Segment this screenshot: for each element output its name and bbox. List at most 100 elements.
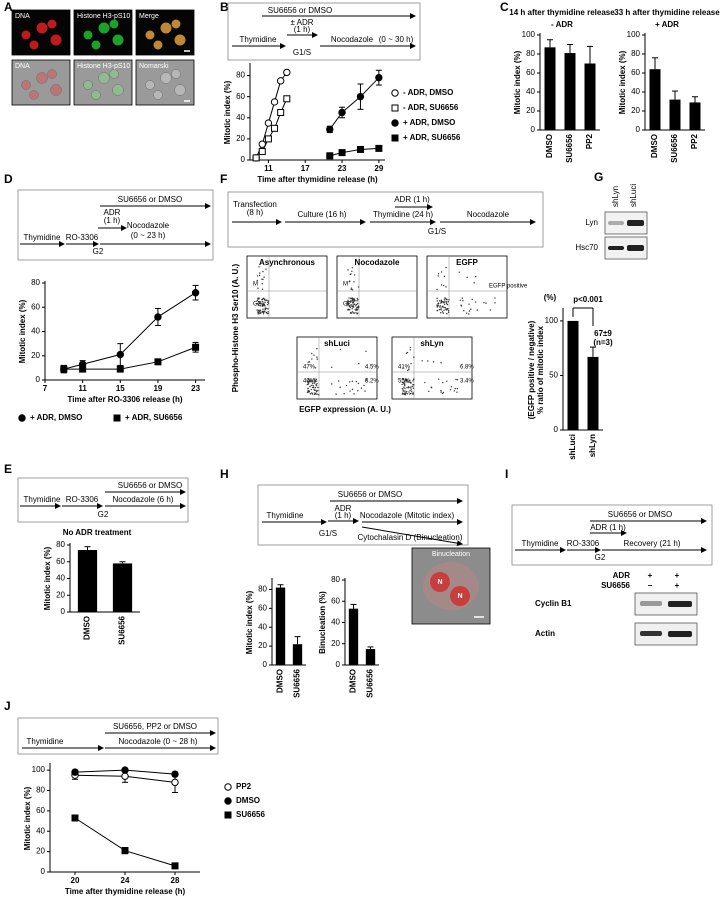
event bbox=[411, 385, 414, 388]
event bbox=[357, 307, 360, 309]
event bbox=[437, 305, 439, 307]
event bbox=[436, 288, 438, 291]
y-tick-label: 20 bbox=[631, 106, 640, 115]
bar bbox=[584, 63, 596, 130]
y-tick-label: 20 bbox=[56, 590, 65, 599]
event bbox=[409, 389, 411, 392]
gate-label: G2 bbox=[253, 302, 262, 308]
image-label: Merge bbox=[139, 13, 159, 20]
event bbox=[353, 281, 355, 283]
event bbox=[404, 392, 406, 395]
legend-label: PP2 bbox=[236, 782, 252, 791]
event bbox=[406, 386, 408, 389]
event bbox=[261, 278, 263, 280]
event bbox=[260, 312, 262, 314]
event bbox=[349, 305, 351, 308]
event bbox=[436, 309, 439, 312]
event bbox=[442, 312, 445, 314]
event bbox=[446, 313, 448, 315]
series-line bbox=[329, 147, 379, 157]
bar bbox=[689, 102, 701, 130]
event bbox=[456, 379, 459, 381]
chart-title: 14 h after thymidine release bbox=[509, 8, 615, 17]
event bbox=[311, 381, 314, 383]
event bbox=[364, 390, 366, 392]
marker bbox=[121, 766, 129, 774]
event bbox=[401, 383, 403, 386]
x-tick-label: DMSO bbox=[650, 134, 659, 158]
event bbox=[402, 382, 405, 384]
legend-label: + ADR, SU6656 bbox=[403, 133, 461, 142]
event bbox=[267, 300, 270, 302]
x-tick-label: SU6656 bbox=[670, 133, 679, 162]
event bbox=[315, 383, 317, 386]
event bbox=[410, 386, 412, 388]
marker bbox=[121, 847, 129, 855]
table-cell: + bbox=[648, 571, 653, 580]
cell bbox=[112, 34, 124, 46]
y-tick-label: 40 bbox=[56, 574, 65, 583]
series-line bbox=[63, 292, 196, 370]
scheme-frame bbox=[17, 717, 219, 755]
gate-label: 41% bbox=[398, 365, 411, 371]
event bbox=[446, 380, 448, 382]
event bbox=[353, 393, 355, 395]
event bbox=[424, 381, 426, 384]
event bbox=[347, 308, 350, 311]
bar bbox=[649, 69, 661, 130]
event bbox=[440, 301, 443, 303]
event bbox=[413, 384, 415, 386]
event bbox=[440, 389, 442, 392]
event bbox=[264, 305, 266, 307]
event bbox=[402, 367, 404, 369]
event bbox=[412, 392, 415, 394]
event bbox=[259, 303, 261, 305]
event bbox=[311, 382, 314, 385]
event bbox=[356, 300, 358, 302]
event bbox=[489, 309, 492, 311]
marker bbox=[326, 125, 334, 134]
event bbox=[353, 311, 355, 314]
x-tick-label: 11 bbox=[78, 384, 87, 393]
arrow bbox=[361, 526, 463, 547]
event bbox=[261, 299, 263, 301]
cell bbox=[91, 90, 101, 100]
event bbox=[401, 393, 404, 395]
legend-marker bbox=[113, 414, 121, 422]
event bbox=[307, 387, 309, 390]
event bbox=[307, 378, 310, 380]
y-tick-label: 40 bbox=[236, 113, 245, 122]
y-tick-label: 20 bbox=[236, 134, 245, 143]
event bbox=[356, 297, 358, 300]
event bbox=[356, 313, 358, 315]
table-cell: + bbox=[675, 581, 680, 590]
event bbox=[446, 307, 449, 310]
event bbox=[350, 301, 352, 303]
cell bbox=[153, 90, 163, 100]
x-tick-label: DMSO bbox=[545, 134, 554, 158]
event bbox=[262, 308, 264, 310]
bar bbox=[275, 587, 286, 665]
y-tick-label: 60 bbox=[331, 596, 340, 605]
x-tick-label: 23 bbox=[191, 384, 200, 393]
event bbox=[411, 392, 413, 394]
event bbox=[432, 361, 435, 363]
band bbox=[668, 631, 692, 637]
y-tick-label: 80 bbox=[331, 575, 340, 584]
cell bbox=[171, 69, 181, 79]
event bbox=[445, 286, 447, 288]
event bbox=[265, 299, 268, 301]
event bbox=[356, 307, 358, 309]
event bbox=[350, 288, 352, 291]
lane-label: shLyn bbox=[611, 186, 620, 207]
event bbox=[266, 303, 269, 306]
marker bbox=[356, 92, 365, 101]
event bbox=[409, 346, 412, 349]
cell bbox=[29, 40, 39, 50]
x-tick-label: 19 bbox=[153, 384, 162, 393]
nucleus-label: N bbox=[437, 579, 442, 586]
scheme-label: ADR (1 h) bbox=[590, 523, 626, 532]
event bbox=[352, 298, 354, 301]
event bbox=[443, 302, 445, 304]
event bbox=[310, 384, 312, 387]
